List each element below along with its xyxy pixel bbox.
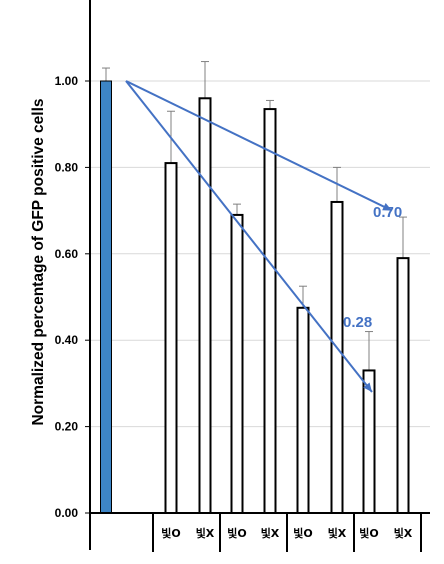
bar [296,306,310,514]
bar [164,162,178,515]
y-tick-label: 0.00 [55,506,79,520]
error-bars [102,61,407,410]
x-category-label: 빛X [394,526,413,540]
y-tick-labels: 0.00 0.20 0.40 0.60 0.80 1.00 [55,74,79,520]
x-category-label: 빛X [328,526,347,540]
x-category-label: 빛O [359,526,378,540]
bar [330,200,344,515]
y-axis-label: Normalized percentage of GFP positive ce… [30,98,47,425]
x-category-label: 빛O [161,526,180,540]
trend-line [125,80,393,212]
bars [100,80,410,515]
x-category-labels: 빛O 빛X 빛O 빛X 빛O 빛X 빛O 빛X [161,526,413,540]
y-tick-label: 1.00 [55,74,79,88]
bar [362,369,376,514]
y-tick-label: 0.20 [55,420,79,434]
bar [198,97,212,514]
y-tick-label: 0.60 [55,247,79,261]
x-category-label: 빛X [261,526,280,540]
bar [100,80,112,514]
axes [89,0,430,552]
y-tick-label: 0.80 [55,160,79,174]
trend-value-label: 0.28 [343,314,372,331]
trend-value-label: 0.70 [373,204,402,221]
x-category-label: 빛O [293,526,312,540]
bar [396,257,410,514]
x-category-label: 빛O [227,526,246,540]
trend-arrowhead [382,203,392,211]
annotations: 0.70 0.28 [343,204,402,331]
trend-lines [125,80,393,393]
bar [263,108,277,515]
trend-arrowhead [363,382,372,393]
x-category-label: 빛X [196,526,215,540]
trend-line [125,80,373,393]
bar [230,213,244,514]
y-tick-label: 0.40 [55,333,79,347]
